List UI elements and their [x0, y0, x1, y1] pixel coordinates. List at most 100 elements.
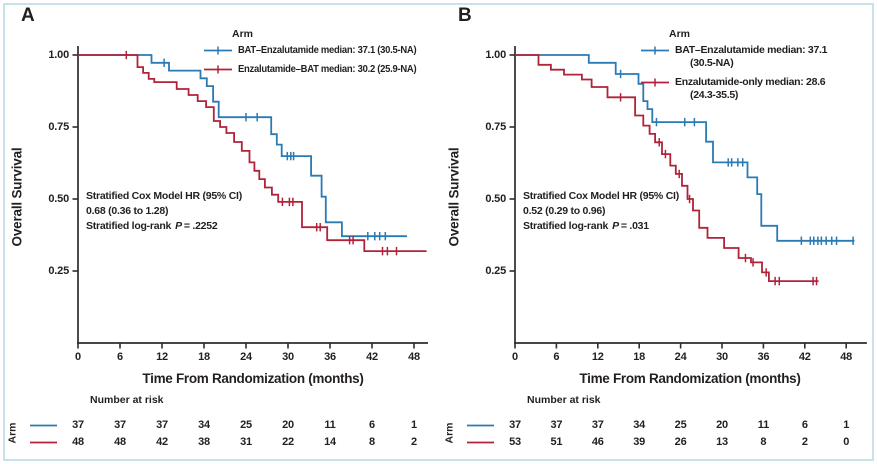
- nar-value: 6: [369, 419, 375, 431]
- survival-curve-enzalutamide-bat: [78, 54, 427, 252]
- nar-value: 38: [198, 436, 210, 448]
- stats-hr-value: 0.68 (0.36 to 1.28): [86, 205, 169, 217]
- x-tick-label: 36: [757, 351, 770, 363]
- nar-value: 26: [674, 436, 687, 448]
- stats-p-value: = .2252: [183, 220, 218, 232]
- stats-block: Stratified Cox Model HR (95% CI) 0.52 (0…: [523, 189, 679, 234]
- nar-value: 11: [757, 419, 769, 431]
- legend-item: Enzalutamide–BAT median: 30.2 (25.9-NA): [202, 63, 436, 76]
- y-tick-label: 0.50: [48, 192, 69, 205]
- stats-p-symbol: P: [612, 220, 619, 232]
- nar-value: 37: [72, 419, 84, 431]
- y-tick-label: 0.75: [48, 120, 69, 133]
- legend-line-marker-icon: [204, 65, 232, 74]
- nar-arm-label: Arm: [6, 422, 19, 444]
- legend-title: Arm: [232, 28, 254, 40]
- stats-hr-value: 0.52 (0.29 to 0.96): [523, 205, 606, 217]
- nar-value: 37: [114, 419, 126, 431]
- nar-value: 39: [633, 436, 646, 448]
- nar-value: 53: [509, 436, 521, 448]
- x-tick-label: 48: [840, 351, 853, 363]
- nar-value: 25: [240, 419, 252, 431]
- stats-p-symbol: P: [175, 220, 182, 232]
- nar-value: 37: [509, 419, 521, 431]
- legend-text-line: (24.3-35.5): [690, 89, 739, 101]
- y-tick-label: 1.00: [485, 48, 506, 61]
- nar-value: 8: [369, 436, 375, 448]
- nar-value: 11: [324, 419, 336, 431]
- nar-value: 8: [760, 436, 767, 448]
- nar-value: 22: [282, 436, 294, 448]
- nar-value: 2: [801, 436, 808, 448]
- nar-value: 25: [674, 419, 687, 431]
- nar-value: 37: [550, 419, 563, 431]
- legend-item-label: BAT–Enzalutamide median: 37.1 (30.5-NA): [238, 44, 436, 57]
- y-tick-label: 1.00: [48, 48, 69, 61]
- nar-value: 13: [716, 436, 728, 448]
- nar-value: 2: [411, 436, 417, 448]
- stats-p-value: = .031: [620, 220, 649, 232]
- legend-item: BAT–Enzalutamide median: 37.1 (30.5-NA): [639, 44, 827, 70]
- nar-value: 0: [843, 436, 850, 448]
- legend-title: Arm: [669, 28, 691, 40]
- x-tick-label: 48: [408, 351, 420, 363]
- legend-text-line: BAT–Enzalutamide median: 37.1: [675, 44, 828, 56]
- y-tick-label: 0.75: [485, 120, 506, 133]
- legend-item: Enzalutamide-only median: 28.6 (24.3-35.5…: [639, 76, 827, 102]
- stats-logrank-prefix: Stratified log-rank: [86, 220, 172, 232]
- y-tick-label: 0.25: [485, 264, 506, 277]
- km-plot-a: [30, 46, 428, 444]
- nar-value: 14: [324, 436, 336, 448]
- legend-item: BAT–Enzalutamide median: 37.1 (30.5-NA): [202, 44, 436, 57]
- legend-line-marker-icon: [204, 46, 232, 55]
- x-tick-label: 24: [240, 351, 252, 363]
- x-tick-label: 36: [324, 351, 336, 363]
- nar-value: 37: [156, 419, 168, 431]
- stats-hr-label: Stratified Cox Model HR (95% CI): [86, 190, 242, 202]
- nar-value: 20: [282, 419, 294, 431]
- x-tick-label: 42: [366, 351, 378, 363]
- nar-value: 48: [114, 436, 126, 448]
- panel-a: A Overall Survival Time From Randomizati…: [0, 0, 437, 464]
- x-axis-title: Time From Randomization (months): [142, 371, 364, 386]
- stats-hr-label: Stratified Cox Model HR (95% CI): [523, 190, 679, 202]
- nar-value: 20: [716, 419, 728, 431]
- survival-curve-enzalutamide-only: [515, 54, 819, 282]
- legend-item-label: Enzalutamide-only median: 28.6 (24.3-35.5…: [675, 76, 826, 102]
- x-tick-label: 18: [198, 351, 210, 363]
- x-tick-label: 0: [512, 351, 518, 363]
- nar-value: 42: [156, 436, 168, 448]
- x-tick-label: 0: [75, 351, 81, 363]
- nar-value: 1: [843, 419, 850, 431]
- survival-curve-bat-enzalutamide: [515, 54, 855, 242]
- legend-item-label: BAT–Enzalutamide median: 37.1 (30.5-NA): [675, 44, 827, 70]
- stats-logrank: Stratified log-rank P = .2252: [86, 219, 242, 234]
- legend-rows: BAT–Enzalutamide median: 37.1 (30.5-NA) En…: [639, 44, 827, 102]
- legend-line-marker-icon: [641, 78, 669, 87]
- nar-value: 34: [633, 419, 646, 431]
- legend-line-marker-icon: [641, 46, 669, 55]
- nar-value: 6: [801, 419, 808, 431]
- x-tick-label: 24: [674, 351, 687, 363]
- legend-text-line: Enzalutamide–BAT median: 30.2 (25.9-NA): [238, 63, 417, 75]
- legend-text-line: Enzalutamide-only median: 28.6: [675, 76, 826, 88]
- legend-text-line: (30.5-NA): [690, 57, 734, 69]
- x-tick-label: 18: [633, 351, 646, 363]
- nar-value: 46: [591, 436, 604, 448]
- nar-value: 37: [591, 419, 604, 431]
- y-axis-title: Overall Survival: [9, 147, 25, 247]
- y-axis-title: Overall Survival: [446, 147, 462, 247]
- legend: Arm BAT–Enzalutamide median: 37.1 (30.5-N…: [639, 28, 827, 108]
- panel-letter: A: [21, 5, 35, 26]
- x-tick-label: 12: [591, 351, 604, 363]
- nar-value: 51: [550, 436, 563, 448]
- y-tick-label: 0.50: [485, 192, 506, 205]
- survival-curve-bat-enzalutamide: [78, 54, 407, 238]
- legend-rows: BAT–Enzalutamide median: 37.1 (30.5-NA) E…: [202, 44, 436, 76]
- number-at-risk-title: Number at risk: [527, 394, 601, 406]
- x-tick-label: 30: [716, 351, 728, 363]
- x-tick-label: 12: [156, 351, 168, 363]
- stats-block: Stratified Cox Model HR (95% CI) 0.68 (0…: [86, 189, 242, 234]
- panel-b: B Overall Survival Time From Randomizati…: [437, 0, 874, 464]
